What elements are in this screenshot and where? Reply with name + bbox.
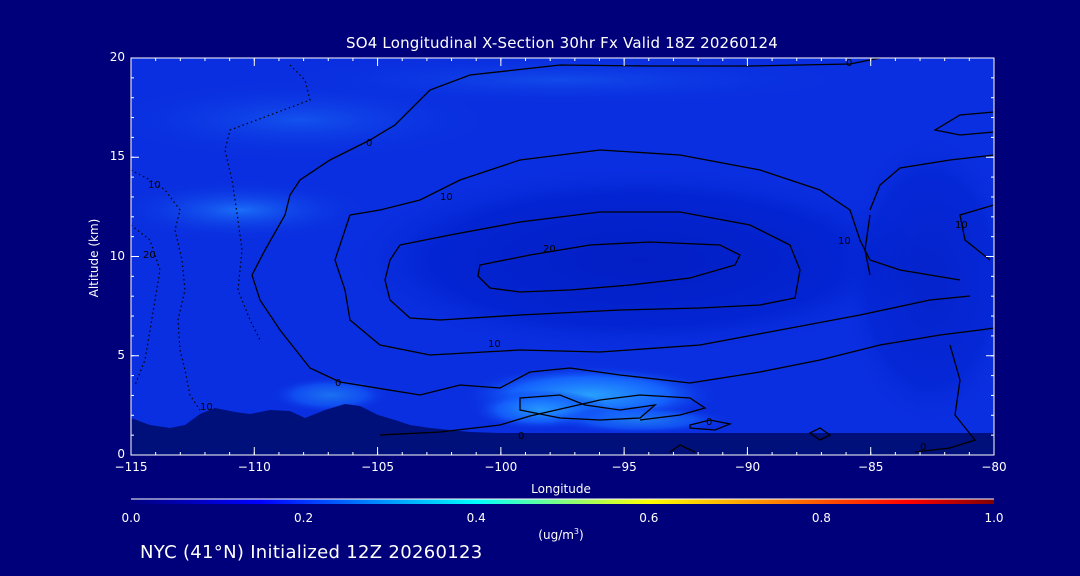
chart-title: SO4 Longitudinal X-Section 30hr Fx Valid… — [345, 34, 779, 52]
terrain — [131, 404, 994, 455]
footer-caption: NYC (41°N) Initialized 12Z 20260123 — [140, 542, 483, 563]
x-tick-label: −95 — [611, 460, 637, 474]
dotted-contours — [131, 64, 311, 411]
colorbar — [131, 499, 994, 504]
y-tick-label: 0 — [117, 447, 125, 461]
concentration-field — [131, 58, 994, 455]
contour-label: 20 — [143, 250, 156, 261]
x-tick-label: −85 — [858, 460, 884, 474]
colorbar-tick-label: 0.0 — [121, 511, 141, 525]
x-axis-label: Longitude — [531, 482, 591, 496]
y-tick-label: 10 — [109, 248, 125, 263]
y-tick-label: 20 — [109, 50, 125, 64]
contour-label: 10 — [838, 236, 851, 247]
colorbar-tick-label: 0.4 — [466, 511, 486, 525]
contour-label: 0 — [920, 442, 926, 453]
contour-label: 10 — [148, 180, 161, 191]
contour-label: 0 — [846, 58, 852, 69]
contour-label: 10 — [440, 192, 453, 203]
contour-label: 10 — [200, 402, 213, 413]
contour-label: 0 — [366, 138, 372, 149]
x-tick-label: −90 — [734, 460, 761, 474]
y-tick-label: 15 — [109, 149, 125, 164]
contour-label: 10 — [955, 220, 968, 231]
colorbar-units-text: (ug/m — [538, 528, 574, 542]
contour-label: 0 — [335, 378, 341, 389]
contour-label: 20 — [543, 244, 556, 255]
contour-label: 0 — [706, 417, 712, 428]
colorbar-tick-label: 1.0 — [984, 511, 1004, 525]
y-axis-ticks — [131, 57, 994, 456]
contour-label: 10 — [488, 339, 501, 350]
x-tick-label: −110 — [237, 460, 271, 474]
colorbar-tick-label: 0.8 — [811, 511, 831, 525]
x-tick-label: −100 — [484, 460, 518, 474]
y-tick-label: 5 — [117, 347, 125, 362]
x-tick-label: −115 — [114, 460, 148, 474]
colorbar-units-close: ) — [579, 528, 584, 542]
contour-label: 0 — [518, 431, 524, 442]
colorbar-tick-label: 0.2 — [294, 511, 314, 525]
x-tick-label: −80 — [981, 460, 1007, 474]
colorbar-tick-label: 0.6 — [639, 511, 659, 525]
colorbar-units: (ug/m3) — [538, 527, 583, 542]
x-tick-label: −105 — [361, 460, 395, 474]
y-axis-label: Altitude (km) — [87, 218, 101, 298]
contour-lines — [251, 58, 994, 453]
contour-labels: 0 10 20 10 0 10 0 0 10 20 10 10 0 0 — [143, 58, 968, 453]
colorbar-units-superscript: 3 — [573, 527, 580, 536]
